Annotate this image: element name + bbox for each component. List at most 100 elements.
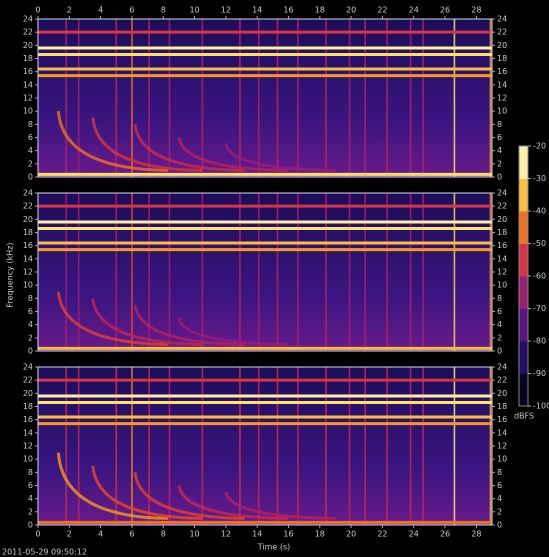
x-tick-label: 2	[67, 6, 72, 15]
x-tick-label: 20	[346, 6, 356, 15]
y-tick-label: 8	[28, 294, 33, 303]
y-tick-label: 20	[23, 215, 33, 224]
y-tick-label: 0	[497, 347, 502, 356]
x-tick-label: 14	[252, 530, 262, 539]
y-tick-label: 10	[497, 281, 507, 290]
decay	[224, 491, 336, 520]
y-tick-label: 4	[28, 320, 33, 329]
colorbar-segment	[519, 276, 528, 309]
y-tick-label: 4	[28, 494, 33, 503]
y-tick-label: 18	[23, 228, 33, 237]
y-tick-label: 4	[28, 146, 33, 155]
y-tick-label: 16	[497, 415, 507, 424]
x-tick-label: 12	[221, 6, 231, 15]
y-tick-label: 22	[497, 376, 507, 385]
decay	[224, 143, 336, 172]
y-tick-label: 8	[497, 120, 502, 129]
y-tick-label: 24	[23, 363, 33, 372]
x-tick-label: 2	[67, 530, 72, 539]
y-tick-label: 2	[28, 507, 33, 516]
y-tick-label: 14	[497, 80, 507, 89]
y-tick-label: 16	[23, 67, 33, 76]
y-tick-label: 20	[23, 389, 33, 398]
y-tick-label: 0	[28, 173, 33, 182]
y-tick-label: 14	[497, 254, 507, 263]
colorbar-tick-label: -40	[533, 207, 546, 216]
y-tick-label: 12	[23, 442, 33, 451]
y-tick-label: 0	[497, 521, 502, 530]
x-tick-label: 8	[161, 6, 166, 15]
y-tick-label: 24	[497, 15, 507, 24]
colorbar-tick-label: -80	[533, 337, 546, 346]
y-tick-label: 12	[497, 268, 507, 277]
x-tick-label: 22	[377, 530, 387, 539]
y-tick-label: 8	[497, 294, 502, 303]
y-tick-label: 12	[497, 442, 507, 451]
colorbar-segment	[519, 308, 528, 342]
y-tick-label: 14	[23, 254, 33, 263]
decay	[56, 452, 168, 520]
colorbar-tick-label: -30	[533, 174, 546, 183]
y-tick-label: 0	[28, 347, 33, 356]
y-tick-label: 6	[497, 307, 502, 316]
y-tick-label: 0	[28, 521, 33, 530]
y-tick-label: 2	[497, 159, 502, 168]
x-tick-label: 24	[409, 6, 419, 15]
colorbar-tick-label: -100	[533, 402, 549, 411]
x-tick-label: 16	[283, 530, 293, 539]
x-tick-label: 12	[221, 530, 231, 539]
y-tick-label: 10	[23, 281, 33, 290]
colorbar-segment	[519, 211, 528, 244]
x-tick-label: 14	[252, 6, 262, 15]
x-tick-label: 10	[189, 530, 199, 539]
y-tick-label: 12	[23, 268, 33, 277]
colorbar-tick-label: -60	[533, 272, 546, 281]
x-tick-label: 0	[35, 6, 40, 15]
x-tick-label: 8	[161, 530, 166, 539]
y-tick-label: 16	[497, 241, 507, 250]
y-tick-label: 22	[23, 202, 33, 211]
y-tick-label: 22	[23, 376, 33, 385]
decay	[177, 317, 289, 346]
x-tick-label: 26	[440, 530, 450, 539]
y-tick-label: 4	[497, 320, 502, 329]
x-axis-label: Time (s)	[257, 543, 291, 552]
decay	[133, 124, 245, 172]
y-tick-label: 4	[497, 146, 502, 155]
y-axis-label: Frequency (kHz)	[6, 243, 15, 308]
y-tick-label: 16	[497, 67, 507, 76]
y-tick-label: 24	[23, 15, 33, 24]
y-tick-label: 20	[23, 41, 33, 50]
decay	[133, 472, 245, 520]
y-tick-label: 2	[497, 507, 502, 516]
x-tick-label: 18	[315, 6, 325, 15]
y-tick-label: 10	[497, 455, 507, 464]
decay	[177, 137, 289, 172]
x-tick-label: 6	[129, 6, 134, 15]
colorbar-segment	[519, 178, 528, 212]
y-tick-label: 18	[497, 402, 507, 411]
y-tick-label: 24	[497, 189, 507, 198]
y-tick-label: 22	[497, 28, 507, 37]
y-tick-label: 20	[497, 215, 507, 224]
x-tick-label: 24	[409, 530, 419, 539]
y-tick-label: 14	[23, 428, 33, 437]
colorbar-segment	[519, 243, 528, 277]
y-tick-label: 6	[28, 481, 33, 490]
y-tick-label: 4	[497, 494, 502, 503]
y-tick-label: 14	[23, 80, 33, 89]
y-tick-label: 6	[28, 133, 33, 142]
y-tick-label: 8	[28, 468, 33, 477]
decay	[91, 298, 203, 346]
x-tick-label: 6	[129, 530, 134, 539]
y-tick-label: 2	[28, 333, 33, 342]
colorbar-tick-label: -50	[533, 239, 546, 248]
colorbar-segment	[519, 341, 528, 374]
colorbar-segment	[519, 373, 528, 407]
x-tick-label: 22	[377, 6, 387, 15]
y-tick-label: 18	[23, 402, 33, 411]
y-tick-label: 14	[497, 428, 507, 437]
colorbar-segment	[519, 146, 528, 179]
